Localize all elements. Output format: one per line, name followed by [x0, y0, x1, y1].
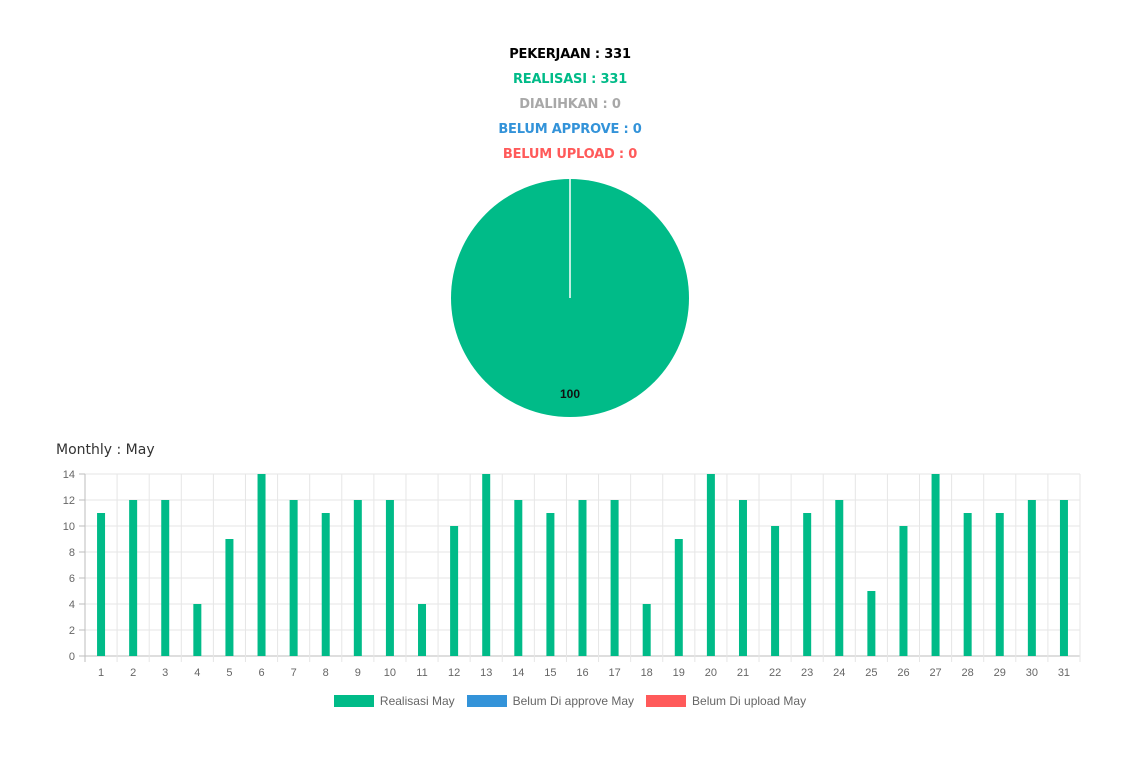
x-tick-label: 21 — [737, 667, 749, 679]
bar — [867, 591, 876, 656]
x-tick-label: 29 — [994, 667, 1006, 679]
bar — [257, 474, 266, 656]
y-tick-label: 2 — [69, 625, 75, 637]
x-tick-label: 20 — [705, 667, 717, 679]
x-tick-label: 24 — [833, 667, 845, 679]
bar — [771, 526, 780, 656]
bar — [289, 500, 298, 656]
x-tick-label: 16 — [576, 667, 588, 679]
bar — [899, 526, 908, 656]
x-tick-label: 4 — [194, 667, 200, 679]
legend-item[interactable]: Belum Di upload May — [646, 694, 806, 708]
x-tick-label: 14 — [512, 667, 524, 679]
y-tick-label: 8 — [69, 547, 75, 559]
x-tick-label: 7 — [291, 667, 297, 679]
bar — [161, 500, 170, 656]
x-tick-label: 2 — [130, 667, 136, 679]
bar — [546, 513, 555, 656]
bar — [193, 604, 202, 656]
bar — [931, 474, 940, 656]
x-tick-label: 19 — [673, 667, 685, 679]
bar — [482, 474, 491, 656]
x-tick-label: 26 — [897, 667, 909, 679]
pekerjaan-total: PEKERJAAN : 331 — [509, 47, 631, 62]
bar — [225, 539, 234, 656]
bar — [642, 604, 651, 656]
legend-item[interactable]: Belum Di approve May — [466, 694, 635, 708]
y-tick-label: 0 — [69, 651, 75, 663]
x-tick-label: 12 — [448, 667, 460, 679]
y-tick-label: 10 — [63, 521, 75, 533]
x-tick-label: 22 — [769, 667, 781, 679]
x-tick-label: 23 — [801, 667, 813, 679]
bar — [321, 513, 330, 656]
bar — [385, 500, 394, 656]
pie-chart: 100 — [451, 179, 689, 417]
x-tick-label: 18 — [641, 667, 653, 679]
x-tick-label: 15 — [544, 667, 556, 679]
pie-data-label: 100 — [560, 387, 580, 401]
bar — [995, 513, 1004, 656]
y-tick-label: 6 — [69, 573, 75, 585]
belum-approve-total: BELUM APPROVE : 0 — [498, 122, 642, 137]
bar — [418, 604, 427, 656]
bar — [835, 500, 844, 656]
x-tick-label: 8 — [323, 667, 329, 679]
x-tick-label: 17 — [608, 667, 620, 679]
y-tick-label: 14 — [63, 469, 75, 481]
x-tick-label: 9 — [355, 667, 361, 679]
bar — [738, 500, 747, 656]
legend-label: Belum Di approve May — [512, 694, 635, 708]
legend-label: Realisasi May — [379, 694, 455, 708]
x-tick-label: 27 — [929, 667, 941, 679]
x-tick-label: 10 — [384, 667, 396, 679]
dialihkan-total: DIALIHKAN : 0 — [519, 97, 621, 112]
bar — [578, 500, 587, 656]
bar — [803, 513, 812, 656]
x-tick-label: 1 — [98, 667, 104, 679]
y-tick-label: 12 — [63, 495, 75, 507]
x-tick-label: 30 — [1026, 667, 1038, 679]
bar — [610, 500, 619, 656]
bar — [129, 500, 138, 656]
bar — [353, 500, 362, 656]
bar — [1027, 500, 1036, 656]
x-tick-label: 6 — [258, 667, 264, 679]
bar — [514, 500, 523, 656]
legend-swatch — [466, 695, 507, 707]
bar — [706, 474, 715, 656]
x-tick-label: 3 — [162, 667, 168, 679]
x-tick-label: 31 — [1058, 667, 1070, 679]
bar — [450, 526, 459, 656]
legend-label: Belum Di upload May — [692, 694, 807, 708]
x-tick-label: 5 — [226, 667, 232, 679]
legend-item[interactable]: Realisasi May — [333, 694, 455, 708]
bar — [963, 513, 972, 656]
summary-stats: PEKERJAAN : 331 REALISASI : 331 DIALIHKA… — [0, 42, 1140, 167]
monthly-chart-title: Monthly : May — [56, 442, 155, 458]
x-tick-label: 13 — [480, 667, 492, 679]
legend-swatch — [646, 695, 687, 707]
bar — [97, 513, 106, 656]
belum-upload-total: BELUM UPLOAD : 0 — [502, 147, 638, 162]
bar — [1059, 500, 1068, 656]
x-tick-label: 25 — [865, 667, 877, 679]
x-tick-label: 11 — [416, 667, 427, 679]
bar — [674, 539, 683, 656]
realisasi-total: REALISASI : 331 — [512, 72, 628, 87]
x-tick-label: 28 — [962, 667, 974, 679]
chart-legend: Realisasi May Belum Di approve May Belum D… — [0, 694, 1140, 708]
legend-swatch — [333, 695, 374, 707]
y-tick-label: 4 — [69, 599, 75, 611]
